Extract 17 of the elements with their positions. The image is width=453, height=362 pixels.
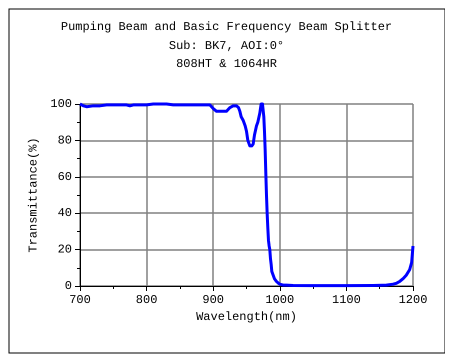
y-tick-label: 20 [58,242,72,257]
x-tick-label: 900 [202,293,224,307]
x-axis-title: Wavelength(nm) [196,310,297,324]
x-tick-label: 1200 [398,293,428,307]
y-tick-label: 40 [58,206,72,220]
chart-subtitle: Sub: BK7, AOI:0° 808HT & 1064HR [168,39,284,71]
y-axis-title: Transmittance(%) [26,137,40,253]
y-tick-label: 60 [58,170,72,184]
y-tick-label: 0 [64,279,72,293]
chart-title: Pumping Beam and Basic Frequency Beam Splitter [60,20,392,34]
x-tick-label: 700 [69,293,91,307]
line-series [78,102,414,288]
x-tick-label: 800 [136,293,158,307]
y-tick-label: 100 [50,97,72,111]
y-tick-label: 80 [58,133,72,148]
x-tick-label: 1000 [265,293,294,307]
x-tick-label: 1100 [332,293,361,307]
